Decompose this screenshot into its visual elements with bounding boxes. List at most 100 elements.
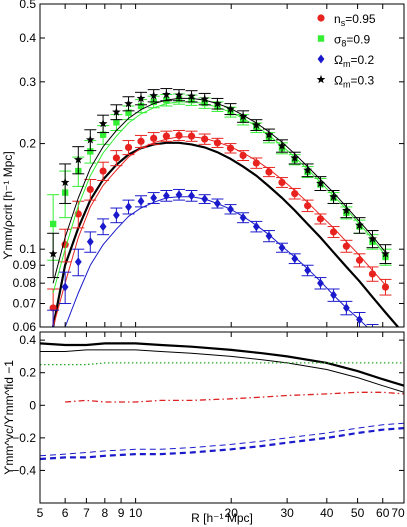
data-point xyxy=(239,151,247,160)
data-point xyxy=(355,256,364,264)
data-point xyxy=(188,191,195,201)
top-plot-area xyxy=(47,88,399,348)
data-point xyxy=(85,135,95,144)
data-point xyxy=(316,178,325,188)
data-point xyxy=(187,91,196,100)
y-tick-label: 0.4 xyxy=(19,31,36,45)
legend-label: σ8=0.9 xyxy=(334,33,370,49)
data-point xyxy=(330,290,337,300)
x-tick-label: 7 xyxy=(83,506,90,520)
y-tick-label: 0 xyxy=(29,398,36,412)
data-point xyxy=(382,339,389,348)
legend-marker xyxy=(316,74,326,84)
data-point xyxy=(150,134,158,142)
data-point xyxy=(329,192,338,201)
data-point xyxy=(368,234,377,243)
data-point xyxy=(86,237,94,247)
bottom-panel: −0.4 −0.2 0 0.2 0.4 5 6 7 8 9 10 20 30 40 50 60 70 ϒmm^v… xyxy=(2,331,405,525)
data-point xyxy=(201,194,209,204)
ratio-line-1 xyxy=(40,349,404,393)
data-point xyxy=(113,119,120,126)
x-tick-label: 9 xyxy=(118,506,125,520)
data-point xyxy=(124,143,133,152)
data-point xyxy=(99,131,107,138)
data-point xyxy=(381,249,390,258)
data-point xyxy=(227,204,234,214)
data-point xyxy=(342,242,350,250)
data-point xyxy=(60,177,70,187)
y-tick-label: 0.2 xyxy=(19,137,36,151)
data-point xyxy=(355,220,364,229)
data-point xyxy=(112,154,120,162)
fiducial-curve xyxy=(52,141,399,327)
bottom-y-axis-label: ϒmm^vc/ϒmm^fid −1 xyxy=(2,360,16,475)
data-point xyxy=(226,104,235,113)
y-tick-label: 0.5 xyxy=(19,0,36,11)
data-point xyxy=(187,132,196,140)
y-tick-label: 0.3 xyxy=(19,75,36,89)
data-point xyxy=(136,93,146,103)
data-point xyxy=(51,325,55,327)
data-point xyxy=(213,139,222,147)
y-tick-label: 0.06 xyxy=(13,320,37,334)
data-point xyxy=(304,265,312,275)
legend-label: ns=0.95 xyxy=(334,12,376,28)
x-tick-label: 70 xyxy=(391,506,405,520)
x-tick-label: 40 xyxy=(320,506,334,520)
data-point xyxy=(291,254,299,264)
data-point xyxy=(162,191,170,201)
bottom-plot-area xyxy=(40,342,404,461)
data-point xyxy=(368,270,377,278)
data-point xyxy=(252,120,261,129)
data-point xyxy=(226,144,235,152)
top-panel-frame xyxy=(39,3,405,328)
data-point xyxy=(124,99,133,108)
data-point xyxy=(290,153,300,162)
data-point xyxy=(238,111,248,121)
y-tick-label: 0.07 xyxy=(13,297,37,311)
data-point xyxy=(137,137,145,145)
x-axis-label: R [h⁻¹ Mpc] xyxy=(191,511,253,525)
top-axes: 0.06 0.07 0.08 0.09 0.1 0.2 0.3 0.4 0.5 xyxy=(13,0,405,334)
x-tick-label: 30 xyxy=(280,506,294,520)
legend-marker xyxy=(317,14,325,22)
y-tick-label: 0.08 xyxy=(13,276,37,290)
data-point xyxy=(74,257,82,267)
ratio-line-4 xyxy=(40,427,404,461)
series-3 xyxy=(47,88,392,284)
data-point xyxy=(149,91,159,100)
data-point xyxy=(86,185,94,194)
x-tick-label: 60 xyxy=(376,506,390,520)
data-point xyxy=(304,202,312,210)
data-point xyxy=(277,141,287,150)
legend-marker xyxy=(317,35,325,42)
series-0 xyxy=(47,129,392,327)
legend-label: Ωm=0.3 xyxy=(334,74,375,90)
data-point xyxy=(214,198,221,208)
data-point xyxy=(48,249,58,258)
data-point xyxy=(73,155,83,164)
data-point xyxy=(329,228,338,236)
data-point xyxy=(137,196,145,206)
y-tick-label: 0.09 xyxy=(13,258,37,272)
data-point xyxy=(252,159,260,167)
data-point xyxy=(356,315,363,325)
x-tick-label: 6 xyxy=(62,506,69,520)
x-tick-label: 10 xyxy=(129,506,143,520)
data-point xyxy=(278,178,286,187)
top-panel: 0.06 0.07 0.08 0.09 0.1 0.2 0.3 0.4 0.5 ϒmm/ρcri… xyxy=(1,0,405,348)
data-point xyxy=(150,193,158,203)
data-point xyxy=(112,107,121,116)
data-point xyxy=(265,168,273,176)
data-point xyxy=(99,167,107,175)
data-point xyxy=(317,278,324,288)
data-point xyxy=(87,148,94,155)
data-point xyxy=(99,222,107,232)
data-point xyxy=(125,109,132,116)
series-2 xyxy=(47,188,389,348)
x-tick-label: 50 xyxy=(351,506,365,520)
ratio-line-3 xyxy=(65,391,404,403)
data-point xyxy=(98,119,108,128)
data-point xyxy=(342,205,351,215)
